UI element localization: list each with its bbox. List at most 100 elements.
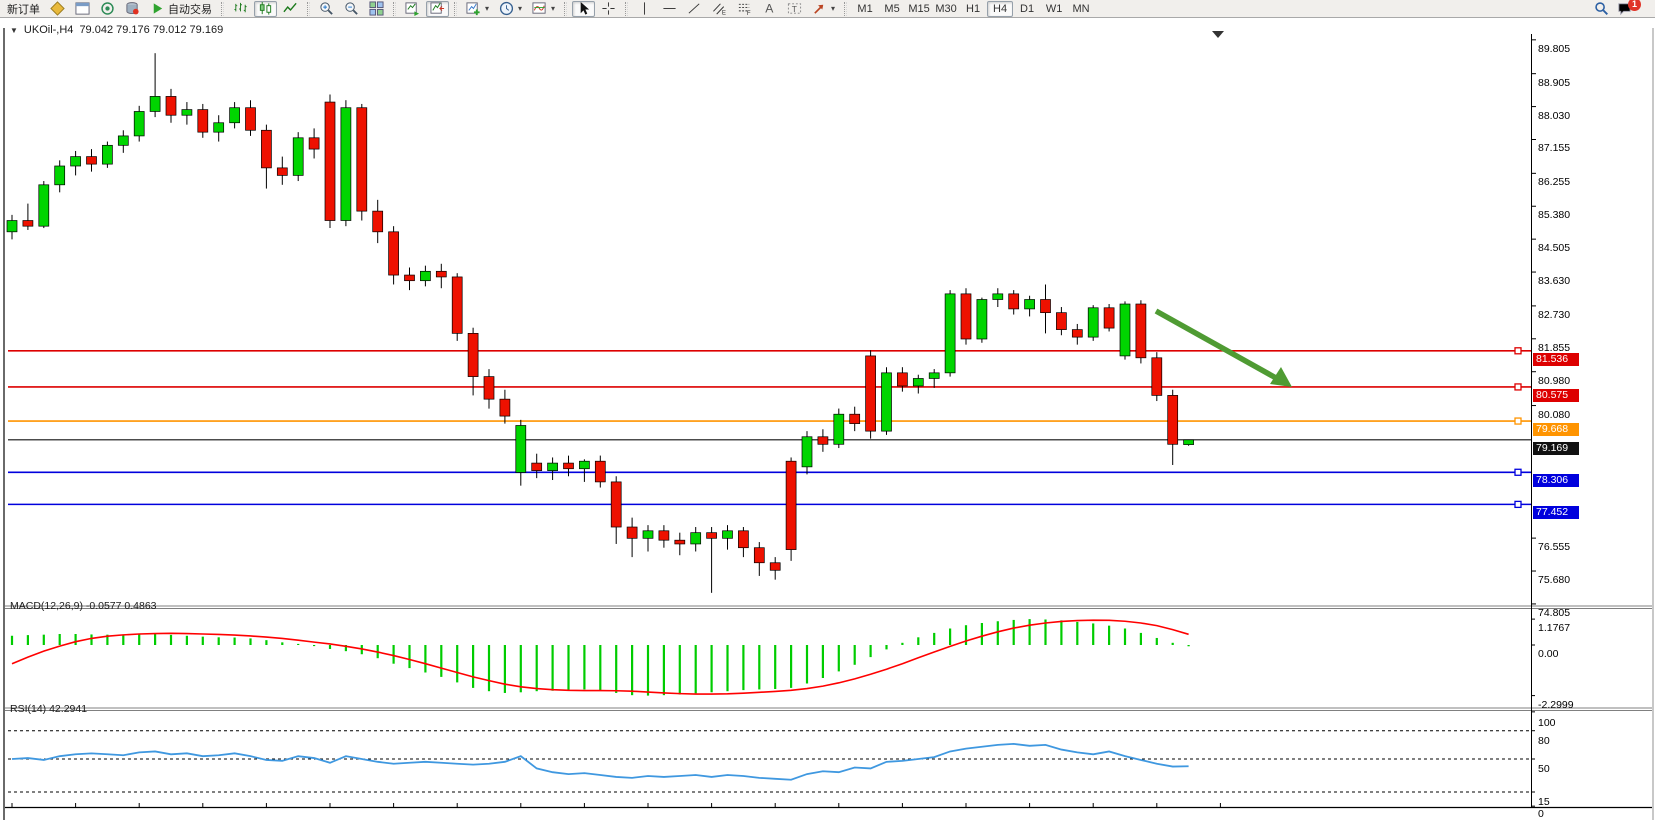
search-icon <box>1595 2 1608 15</box>
trendline-tool-button[interactable] <box>683 1 706 17</box>
hline-marker[interactable] <box>1514 468 1522 476</box>
down-trend-arrow[interactable] <box>1154 308 1278 381</box>
candle <box>1008 290 1020 315</box>
candle <box>658 525 670 548</box>
price-axis-tick: 88.905 <box>1538 76 1571 89</box>
auto-scroll-button[interactable] <box>401 1 424 17</box>
horizontal-line-icon <box>663 8 676 9</box>
timeframe-button-h4[interactable]: H4 <box>987 0 1014 17</box>
svg-text:A: A <box>765 2 774 16</box>
down-trend-arrowhead[interactable] <box>1270 367 1292 387</box>
hline-marker[interactable] <box>1514 347 1522 355</box>
candle <box>785 457 797 561</box>
chart-shift-button[interactable] <box>426 0 449 17</box>
line-chart-mode-button[interactable] <box>279 1 302 17</box>
new-order-button[interactable]: 新订单 <box>3 1 44 17</box>
price-axis-tick: 86.255 <box>1538 176 1571 189</box>
chart-shift-marker-icon[interactable] <box>1212 31 1224 38</box>
clock-icon <box>499 1 514 16</box>
rsi-axis-tick: 15 <box>1538 796 1550 808</box>
market-watch-button[interactable] <box>46 1 69 17</box>
candle <box>865 350 876 439</box>
market-watch-icon <box>50 1 65 16</box>
timeframe-button-mn[interactable]: MN <box>1072 2 1090 15</box>
timeframe-button-m1[interactable]: M1 <box>857 2 873 15</box>
candle <box>547 457 558 481</box>
text-label-icon: T <box>787 3 802 14</box>
candle <box>181 102 193 125</box>
chart-plot-area[interactable] <box>0 18 1655 820</box>
candle <box>1040 284 1051 334</box>
price-axis-tick: 82.730 <box>1538 308 1571 321</box>
timeframe-button-h1[interactable]: H1 <box>966 2 981 15</box>
candle <box>388 226 399 285</box>
price-axis-tick: 80.080 <box>1538 408 1571 421</box>
toolbar-grip <box>454 1 457 16</box>
zoom-out-button[interactable] <box>340 1 363 17</box>
text-label-tool-button[interactable]: T <box>783 1 806 17</box>
candle <box>849 406 861 432</box>
candle <box>897 367 908 392</box>
candle <box>1183 439 1194 446</box>
candle <box>833 408 845 449</box>
price-axis-tick: 76.555 <box>1538 541 1571 554</box>
candle <box>753 542 765 576</box>
hline-marker[interactable] <box>1514 417 1522 425</box>
candle <box>276 156 288 185</box>
crosshair-button[interactable] <box>597 1 620 17</box>
candle <box>22 203 34 230</box>
autotrading-label: 自动交易 <box>168 3 212 16</box>
candle <box>579 459 590 482</box>
terminal-button[interactable] <box>121 1 144 17</box>
candle <box>165 88 177 123</box>
fibonacci-tool-button[interactable]: F <box>733 1 756 17</box>
candle <box>6 214 18 240</box>
equidistant-channel-tool-button[interactable]: E <box>708 1 731 17</box>
timeframe-button-m5[interactable]: M5 <box>884 2 900 15</box>
hline-marker[interactable] <box>1514 500 1522 509</box>
candle <box>992 288 1004 308</box>
price-axis-tick: 75.680 <box>1538 574 1571 587</box>
candle <box>356 103 368 221</box>
periods-button[interactable]: ▾ <box>495 1 526 17</box>
price-tag: 79.668 <box>1533 423 1579 437</box>
zoom-in-button[interactable] <box>315 1 338 17</box>
bar-chart-mode-button[interactable] <box>229 1 252 17</box>
timeframe-button-w1[interactable]: W1 <box>1045 2 1063 15</box>
candle <box>54 160 66 193</box>
navigator-button[interactable] <box>96 1 119 17</box>
timeframe-button-d1[interactable]: D1 <box>1020 2 1035 15</box>
autotrading-button[interactable]: 自动交易 <box>146 1 216 17</box>
collapse-triangle-icon[interactable]: ▼ <box>10 25 18 35</box>
candle <box>435 263 447 289</box>
horizontal-line-tool-button[interactable] <box>658 1 681 17</box>
cursor-button[interactable] <box>572 0 596 17</box>
candle <box>706 527 717 593</box>
arrow-shapes-button[interactable]: ▾ <box>808 1 839 17</box>
notification-badge: 1 <box>1628 0 1641 11</box>
notifications-button[interactable]: 1 <box>1613 0 1652 17</box>
indicators-button[interactable]: ▾ <box>528 1 559 17</box>
candle <box>642 525 654 552</box>
candle <box>1135 300 1147 364</box>
candle <box>324 94 336 229</box>
candle <box>690 527 702 552</box>
timeframe-button-m30[interactable]: M30 <box>935 2 957 15</box>
candle <box>1151 352 1163 402</box>
data-window-button[interactable] <box>71 1 94 17</box>
vertical-line-tool-button[interactable] <box>633 1 656 17</box>
tile-windows-button[interactable] <box>365 1 388 17</box>
macd-axis-tick: -2.2999 <box>1538 698 1574 711</box>
text-tool-button[interactable]: A <box>758 1 781 17</box>
search-button[interactable] <box>1590 1 1613 17</box>
price-tag: 79.169 <box>1533 441 1579 455</box>
hline-marker[interactable] <box>1514 383 1522 391</box>
zoom-out-icon <box>345 2 358 15</box>
candlestick-mode-button[interactable] <box>254 0 277 17</box>
fibonacci-icon: F <box>738 3 751 16</box>
new-chart-button[interactable]: ▾ <box>462 1 493 17</box>
candle <box>340 100 352 227</box>
timeframe-button-m15[interactable]: M15 <box>908 2 930 15</box>
symbol-title: UKOil-,H4 <box>23 24 74 36</box>
